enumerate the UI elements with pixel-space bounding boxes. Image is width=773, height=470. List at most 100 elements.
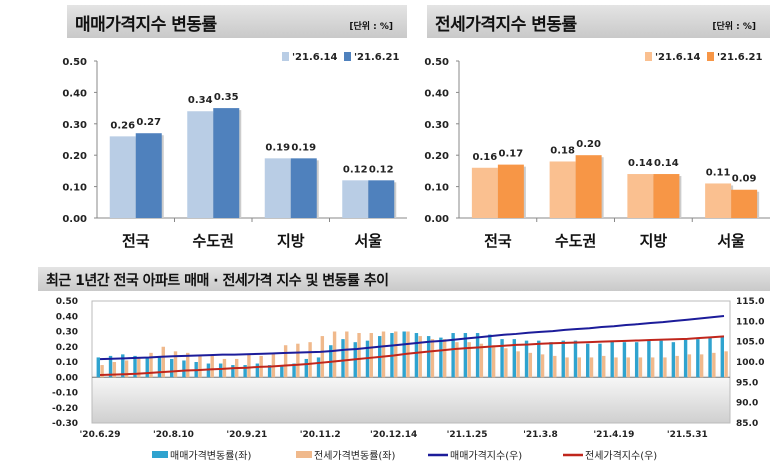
jeonse-rate-bar (430, 339, 435, 378)
jeonse-data-label: 0.11 (706, 167, 731, 178)
trend-left-tick: -0.10 (52, 389, 78, 399)
jeonse-rate-bar (332, 331, 337, 378)
jeonse-y-tick: 0.10 (424, 183, 449, 194)
jeonse-data-label: 0.20 (576, 139, 601, 150)
sale-rate-bar (243, 365, 247, 378)
jeonse-rate-bar (589, 357, 594, 378)
sale-bar (342, 180, 369, 218)
jeonse-chart-title-bar: 전세가격지수 변동률 [단위 : %] (427, 5, 770, 38)
jeonse-rate-bar (650, 357, 655, 378)
jeonse-rate-bar (100, 365, 104, 378)
sale-rate-bar (512, 339, 516, 378)
sale-index-line (99, 315, 725, 361)
jeonse-rate-bar (699, 354, 704, 378)
sale-y-tick: 0.00 (62, 214, 87, 225)
sale-rate-bar (671, 342, 676, 378)
trend-legend-label: 전세가격변동률(좌) (314, 449, 396, 462)
jeonse-rate-bar (479, 343, 484, 378)
sale-legend-swatch (282, 52, 289, 61)
jeonse-index-line (99, 335, 725, 377)
jeonse-rate-bar (418, 336, 422, 378)
jeonse-chart-unit: [단위 : %] (712, 22, 756, 32)
trend-x-tick: '20.12.14 (370, 430, 417, 440)
sale-data-label: 0.26 (110, 120, 135, 131)
jeonse-category-label: 수도권 (555, 232, 596, 250)
jeonse-category-label: 서울 (717, 232, 745, 250)
jeonse-rate-bar (369, 333, 373, 378)
sale-rate-bar (488, 334, 492, 378)
jeonse-legend-label: '21.6.21 (717, 52, 762, 63)
trend-left-tick: -0.20 (52, 404, 78, 414)
trend-x-tick: '21.4.19 (593, 430, 634, 440)
sale-rate-bar (157, 357, 162, 378)
trend-x-tick: '20.8.10 (153, 430, 194, 440)
jeonse-bar (471, 167, 498, 218)
trend-left-tick: 0.00 (56, 373, 78, 383)
jeonse-rate-bar (137, 357, 141, 378)
sale-legend-label: '21.6.21 (354, 52, 399, 63)
jeonse-data-label: 0.09 (732, 174, 757, 185)
sale-data-label: 0.27 (136, 117, 161, 128)
sale-y-tick: 0.40 (62, 88, 87, 99)
jeonse-data-label: 0.14 (654, 158, 679, 169)
jeonse-rate-bar (455, 342, 459, 378)
sale-rate-bar (451, 333, 455, 378)
trend-right-tick: 90.0 (736, 399, 758, 409)
sale-rate-bar (426, 336, 431, 378)
jeonse-rate-bar (577, 357, 581, 378)
jeonse-rate-bar (516, 351, 520, 378)
sale-rate-bar (647, 340, 651, 378)
sale-rate-bar (170, 358, 174, 378)
jeonse-rate-bar (614, 357, 618, 378)
jeonse-rate-bar (553, 355, 557, 378)
jeonse-data-label: 0.17 (499, 149, 524, 160)
sale-rate-bar (586, 343, 590, 378)
jeonse-bar (627, 174, 654, 218)
jeonse-rate-bar (173, 351, 178, 378)
sale-rate-bar (573, 340, 578, 378)
jeonse-rate-bar (161, 346, 165, 378)
jeonse-rate-bar (565, 357, 569, 378)
sale-category-label: 전국 (122, 232, 150, 250)
sale-rate-bar (218, 363, 223, 378)
jeonse-rate-bar (626, 357, 630, 378)
sale-rate-bar (316, 357, 321, 378)
jeonse-rate-bar (308, 342, 312, 378)
sale-rate-bar (121, 354, 125, 378)
trend-x-tick: '20.6.29 (80, 430, 121, 440)
jeonse-bar (731, 189, 758, 218)
sale-rate-bar (341, 339, 345, 378)
jeonse-y-tick: 0.00 (424, 214, 449, 225)
sale-rate-bar (463, 333, 468, 378)
jeonse-rate-bar (210, 355, 214, 378)
jeonse-y-tick: 0.40 (424, 88, 449, 99)
sale-rate-bar (133, 355, 137, 378)
trend-legend-label: 매매가격변동률(좌) (170, 449, 252, 462)
sale-rate-bar (292, 363, 296, 378)
sale-legend-label: '21.6.14 (292, 52, 337, 63)
trend-legend-swatch (296, 451, 312, 458)
sale-bar (368, 180, 395, 218)
sale-rate-bar (524, 340, 529, 378)
jeonse-bar (549, 161, 576, 218)
sale-chart-title: 매매가격지수 변동률 (75, 15, 217, 35)
jeonse-rate-bar (638, 357, 643, 378)
jeonse-y-tick: 0.20 (424, 151, 449, 162)
sale-rate-bar (598, 343, 602, 378)
sale-data-label: 0.12 (369, 164, 394, 175)
trend-legend-swatch (152, 451, 168, 458)
sale-rate-bar (145, 357, 149, 378)
trend-x-tick: '20.11.2 (300, 430, 341, 440)
jeonse-category-label: 전국 (484, 232, 512, 250)
sale-rate-bar (267, 365, 272, 378)
trend-x-tick: '21.1.25 (447, 430, 488, 440)
jeonse-rate-bar (528, 352, 533, 378)
trend-left-tick: 0.30 (56, 328, 78, 338)
sale-rate-bar (439, 337, 443, 378)
sale-rate-bar (475, 333, 480, 378)
sale-rate-bar (561, 340, 565, 378)
sale-category-label: 수도권 (193, 232, 234, 250)
trend-right-tick: 100.0 (736, 358, 764, 368)
sale-rate-bar (549, 342, 553, 378)
